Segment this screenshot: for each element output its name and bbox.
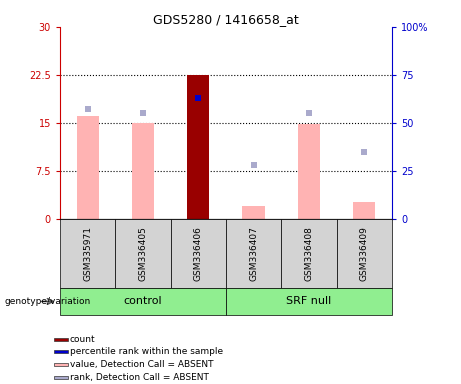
Text: GSM335971: GSM335971 <box>83 226 92 281</box>
FancyBboxPatch shape <box>226 288 392 315</box>
FancyBboxPatch shape <box>171 219 226 288</box>
Text: GSM336406: GSM336406 <box>194 226 203 281</box>
FancyBboxPatch shape <box>281 219 337 288</box>
FancyBboxPatch shape <box>115 219 171 288</box>
Bar <box>132 123 154 219</box>
Bar <box>187 75 209 219</box>
Text: genotype/variation: genotype/variation <box>5 297 91 306</box>
Bar <box>54 363 68 366</box>
Bar <box>298 124 320 219</box>
FancyBboxPatch shape <box>60 288 226 315</box>
FancyBboxPatch shape <box>226 219 281 288</box>
Bar <box>242 206 265 219</box>
Bar <box>353 202 375 219</box>
Bar <box>54 338 68 341</box>
Text: control: control <box>124 296 162 306</box>
Text: value, Detection Call = ABSENT: value, Detection Call = ABSENT <box>70 360 213 369</box>
Text: GSM336409: GSM336409 <box>360 226 369 281</box>
Text: GSM336405: GSM336405 <box>138 226 148 281</box>
Bar <box>77 116 99 219</box>
FancyBboxPatch shape <box>60 219 115 288</box>
Text: GSM336408: GSM336408 <box>304 226 313 281</box>
Title: GDS5280 / 1416658_at: GDS5280 / 1416658_at <box>153 13 299 26</box>
Text: count: count <box>70 335 95 344</box>
Text: percentile rank within the sample: percentile rank within the sample <box>70 347 223 356</box>
Text: rank, Detection Call = ABSENT: rank, Detection Call = ABSENT <box>70 372 209 382</box>
Bar <box>54 376 68 379</box>
Text: GSM336407: GSM336407 <box>249 226 258 281</box>
FancyBboxPatch shape <box>337 219 392 288</box>
Bar <box>54 350 68 353</box>
Text: SRF null: SRF null <box>286 296 331 306</box>
